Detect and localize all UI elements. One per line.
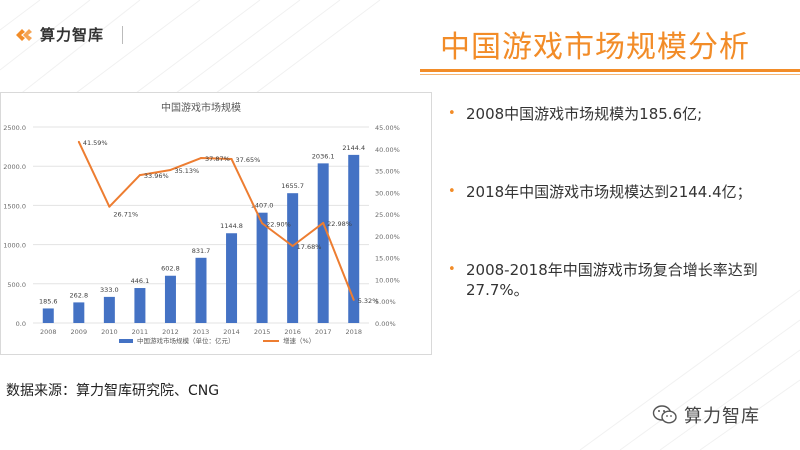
bullet-item: • 2018年中国游戏市场规模达到2144.4亿； [448, 182, 776, 202]
bar-data-label: 2144.4 [342, 144, 365, 152]
line-data-label: 17.68% [297, 243, 322, 251]
bullet-dot-icon: • [448, 262, 456, 277]
bar-data-label: 446.1 [131, 277, 150, 285]
bullet-text: 2008-2018年中国游戏市场复合增长率达到27.7%。 [466, 261, 758, 299]
growth-point [322, 221, 325, 224]
y-right-tick-label: 40.00% [375, 146, 400, 154]
bar [226, 233, 238, 323]
x-tick-label: 2013 [193, 328, 210, 336]
growth-point [291, 244, 294, 247]
y-left-tick-label: 500.0 [7, 281, 26, 289]
y-left-tick-label: 2500.0 [3, 124, 26, 132]
line-data-label: 33.96% [144, 172, 169, 180]
bar-data-label: 333.0 [100, 286, 119, 294]
bar-data-label: 185.6 [39, 297, 58, 305]
y-left-tick-label: 2000.0 [3, 163, 26, 171]
logo-mark-icon [16, 28, 32, 41]
x-tick-label: 2010 [101, 328, 118, 336]
y-left-tick-label: 1500.0 [3, 202, 26, 210]
y-right-tick-label: 5.00% [375, 298, 396, 306]
growth-point [169, 168, 172, 171]
bullet-item: • 2008中国游戏市场规模为185.6亿; [448, 104, 776, 124]
growth-point [230, 158, 233, 161]
bullet-text: 2008中国游戏市场规模为185.6亿; [466, 105, 703, 123]
y-right-tick-label: 35.00% [375, 168, 400, 176]
y-left-tick-label: 1000.0 [3, 242, 26, 250]
bullet-dot-icon: • [448, 106, 456, 121]
watermark: 算力智库 [652, 402, 760, 428]
bar [164, 275, 176, 323]
y-right-tick-label: 10.00% [375, 276, 400, 284]
source-note: 数据来源：算力智库研究院、CNG [6, 383, 220, 399]
bar [287, 193, 299, 323]
y-right-tick-label: 30.00% [375, 189, 400, 197]
combo-chart: 中国游戏市场规模 0.0 500.0 1000.0 1500.0 2000.0 2500.0… [3, 101, 400, 345]
bar [42, 308, 54, 323]
legend-label-bar: 中国游戏市场规模（单位：亿元） [137, 336, 235, 345]
growth-point [77, 140, 80, 143]
brand-logo: 算力智库 [14, 24, 104, 45]
line-data-label: 22.90% [266, 220, 291, 228]
line-data-label: 22.98% [327, 220, 352, 228]
bar-data-label: 1655.7 [281, 182, 304, 190]
y-right-tick-label: 20.00% [375, 233, 400, 241]
chart-panel: 中国游戏市场规模 0.0 500.0 1000.0 1500.0 2000.0 2500.0… [0, 92, 432, 355]
bar [195, 257, 207, 323]
growth-point [108, 205, 111, 208]
bar-data-label: 2036.1 [312, 152, 335, 160]
line-data-label: 37.87% [205, 155, 230, 163]
growth-point [138, 174, 141, 177]
logo-text: 算力智库 [40, 26, 105, 44]
bar [103, 296, 115, 323]
y-right-tick-label: 0.00% [375, 320, 396, 328]
x-tick-label: 2018 [345, 328, 362, 336]
chart-title: 中国游戏市场规模 [161, 101, 241, 114]
line-data-label: 5.32% [358, 297, 379, 305]
bar-data-label: 262.8 [70, 291, 89, 299]
bar-data-label: 1407.0 [251, 202, 274, 210]
bar [317, 163, 329, 323]
growth-point [200, 157, 202, 160]
y-right-tick-label: 25.00% [375, 211, 400, 219]
bar [73, 302, 85, 323]
line-data-label: 37.65% [236, 156, 261, 164]
growth-point [261, 222, 264, 225]
y-right-tick-label: 45.00% [375, 124, 400, 132]
growth-point [352, 298, 355, 301]
x-tick-label: 2009 [71, 328, 88, 336]
x-tick-label: 2016 [284, 328, 301, 336]
bar-data-label: 602.8 [161, 265, 180, 273]
title-underline [420, 69, 800, 72]
legend-label-line: 增速（%） [283, 336, 315, 345]
growth-line [77, 141, 355, 301]
bar-data-label: 1144.8 [220, 222, 243, 230]
y-right-tick-label: 15.00% [375, 255, 400, 263]
line-data-label: 41.59% [83, 139, 108, 147]
y-left-tick-label: 0.0 [16, 320, 26, 328]
x-tick-label: 2011 [132, 328, 149, 336]
x-tick-label: 2012 [162, 328, 179, 336]
x-tick-label: 2008 [40, 328, 57, 336]
line-data-label: 35.13% [174, 167, 199, 175]
watermark-text: 算力智库 [684, 406, 760, 427]
page-title: 中国游戏市场规模分析 [440, 30, 750, 65]
wechat-icon [652, 405, 677, 424]
bar [134, 288, 146, 323]
x-tick-label: 2015 [254, 328, 271, 336]
x-tick-label: 2014 [223, 328, 240, 336]
bullet-dot-icon: • [448, 184, 456, 199]
legend-swatch-bar [119, 339, 133, 343]
x-tick-label: 2017 [315, 328, 332, 336]
title-underline-thin [420, 74, 800, 75]
bar [348, 154, 360, 323]
line-data-label: 26.71% [113, 211, 138, 219]
bullet-text: 2018年中国游戏市场规模达到2144.4亿； [466, 183, 752, 201]
logo-separator [122, 26, 123, 44]
bar-data-label: 831.7 [192, 247, 211, 255]
bullet-item: • 2008-2018年中国游戏市场复合增长率达到27.7%。 [448, 260, 776, 300]
bar [256, 212, 268, 323]
